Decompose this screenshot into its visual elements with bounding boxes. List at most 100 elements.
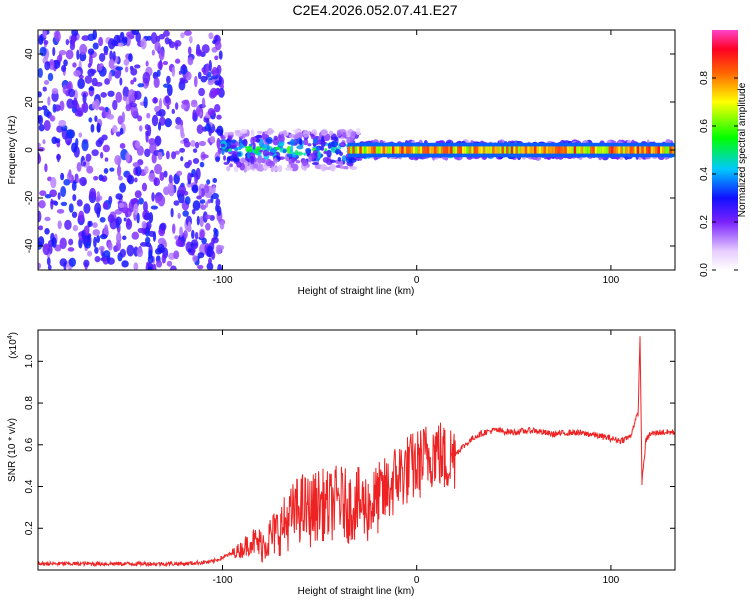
spectrogram-cell (215, 244, 222, 255)
spectrogram-cell (50, 200, 58, 205)
spectrogram-cell (47, 96, 51, 106)
spectrogram-cell (250, 129, 255, 138)
spectrogram-cell (210, 75, 219, 80)
spectrogram-cell (218, 50, 223, 60)
spectrogram-cell (662, 146, 665, 154)
spectrogram-cell (357, 146, 360, 154)
spectrogram-cell (548, 146, 551, 154)
spectrogram-cell (419, 146, 423, 154)
spectrogram-cell (125, 104, 132, 112)
spectrogram-cell (468, 146, 472, 154)
spectrogram-cell (153, 177, 161, 187)
spectrogram-cell (634, 146, 637, 154)
spectrogram-cell (135, 165, 142, 177)
spectrogram-cell (63, 59, 68, 67)
spectrogram-cell (216, 114, 222, 120)
spectrogram-cell (85, 153, 92, 162)
svg-text:(x104): (x104) (7, 332, 19, 359)
spectrogram-cell (42, 244, 50, 249)
spectrogram-cell (646, 146, 649, 154)
spectrogram-cell (195, 48, 203, 57)
spectrogram-cell (255, 146, 262, 151)
spectrogram-cell (387, 146, 390, 154)
spectrogram-cell (44, 216, 51, 222)
spectrogram-cell (315, 146, 320, 152)
spectrogram-cell (65, 49, 74, 60)
spectrogram-cell (65, 38, 70, 46)
spectrogram-cell (246, 151, 251, 159)
spectrogram-cell (38, 106, 43, 111)
spectrogram-cell (103, 45, 109, 54)
spectrogram-x-ticks: -100 0 100 (212, 30, 620, 286)
spectrogram-cell (179, 147, 186, 153)
spectrogram-cell (187, 56, 194, 66)
spectrogram-cell (348, 157, 357, 163)
spectrogram-cell (319, 133, 323, 137)
spectrogram-cell (201, 237, 207, 245)
spectrogram-cell (197, 71, 202, 80)
spectrogram-cell (95, 139, 103, 148)
spectrogram-cell (231, 139, 237, 144)
spectrogram-cell (265, 158, 273, 167)
spectrogram-cell (273, 135, 278, 141)
spectrogram-cell (601, 146, 605, 154)
spectrogram-cell (54, 104, 61, 112)
snr-multiplier-close: ) (8, 332, 19, 335)
spectrogram-cell (168, 174, 173, 184)
spectrogram-cell (489, 146, 493, 154)
spectrogram-cell (66, 82, 72, 91)
snr-x-ticks: -100 0 100 (212, 330, 620, 586)
spectrogram-cell (103, 224, 109, 237)
spectrogram-cell (321, 136, 325, 142)
colorbar-label: Normalized spectral amplitude (737, 82, 748, 217)
spectrogram-cell (143, 96, 148, 109)
spectrogram-cell (73, 97, 78, 109)
spectrogram-cell (329, 163, 336, 172)
spectrogram-cell (108, 58, 115, 69)
spectrogram-cell (192, 200, 201, 211)
spectrogram-cell (162, 61, 169, 66)
spectrogram-cell (58, 119, 67, 127)
spectrogram-cell (66, 98, 74, 109)
spectrogram-cell (126, 244, 135, 257)
spectrogram-cell (440, 146, 444, 154)
spectrogram-cell (66, 129, 74, 139)
spectrogram-cell (320, 140, 326, 148)
spectrogram-cell (82, 161, 87, 167)
spectrogram-cell (81, 35, 90, 42)
spectrogram-cell (237, 152, 242, 157)
spectrogram-cell (79, 176, 87, 187)
spectrogram-cell (148, 172, 156, 182)
spectrogram-cell (562, 146, 565, 154)
spectrogram-cell (194, 231, 199, 240)
colorbar-tick-label: 0.4 (699, 167, 710, 181)
spectrogram-cell (131, 30, 140, 36)
spectrogram-cell (134, 177, 138, 183)
spectrogram-cell (371, 146, 374, 154)
spectrogram-cell (99, 216, 106, 223)
spectrogram-cell (132, 162, 140, 168)
spectrogram-cell (191, 208, 196, 215)
spectrogram-cell (44, 61, 51, 71)
spectrogram-cell (415, 146, 418, 154)
spectrogram-cell (79, 43, 88, 55)
spectrogram-cell (443, 146, 446, 154)
spectrogram-cell (223, 155, 227, 161)
spectrogram-cell (78, 132, 83, 138)
spectrogram-cell (197, 252, 205, 259)
spectrogram-cell (233, 165, 239, 173)
spectrogram-cell (295, 160, 301, 164)
spectrogram-cell (140, 38, 147, 50)
spectrogram-cell (38, 124, 45, 132)
spectrogram-cell (119, 127, 124, 135)
spectrogram-cell (555, 146, 558, 154)
spectrogram-cell (622, 146, 626, 154)
spectrogram-cell (103, 168, 109, 174)
spectrogram-cell (650, 146, 654, 154)
spectrogram-cell (141, 182, 148, 192)
spectrogram-cell (597, 146, 600, 154)
spectrogram-cell (115, 91, 123, 103)
spectrogram-cell (322, 156, 330, 163)
spectrogram-cell (350, 146, 353, 154)
spectrogram-cell (183, 140, 191, 148)
